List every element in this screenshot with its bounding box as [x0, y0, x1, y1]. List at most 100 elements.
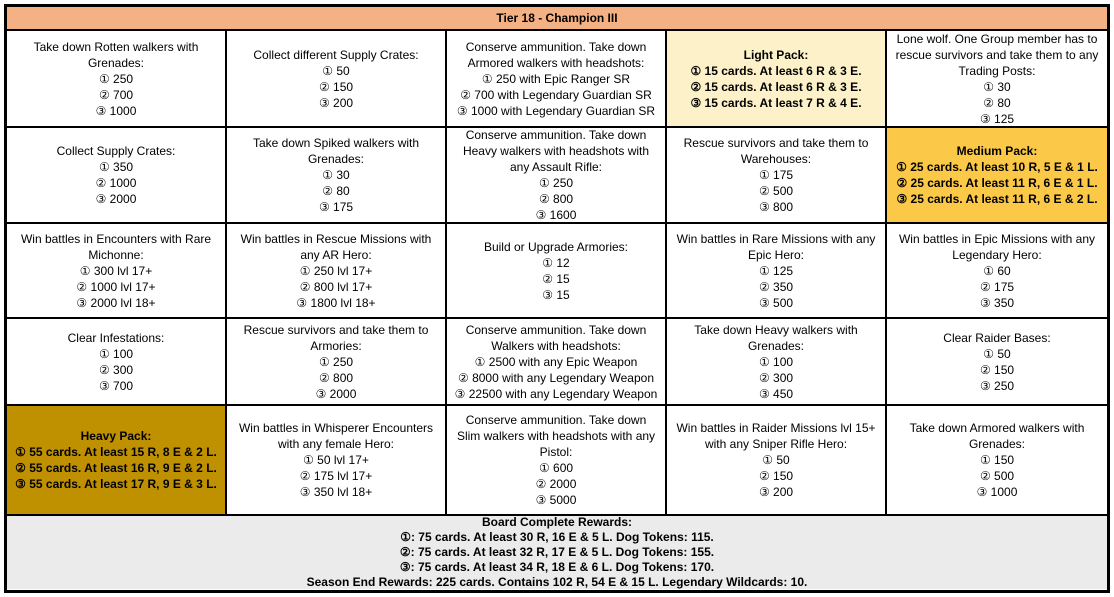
cell-stage-line: ② 8000 with any Legendary Weapon: [457, 370, 654, 385]
cell-stage-line: ① 250 lvl 17+: [299, 263, 373, 278]
cell-title: Light Pack:: [743, 47, 809, 62]
cell-stage-line: ① 50: [322, 63, 350, 78]
mission-cell: Collect Supply Crates: ① 350 ② 1000 ③ 2000: [7, 128, 227, 224]
cell-stage-line: ② 350: [758, 279, 794, 294]
cell-stage-line: ③ 175: [318, 200, 354, 214]
cell-stage-line: ③ 200: [758, 485, 794, 499]
cell-stage-line: ② 80: [983, 95, 1011, 110]
cell-stage-line: ② 1000: [95, 176, 137, 190]
cell-stage-line: ① 30: [983, 79, 1011, 94]
cell-title: Take down Heavy walkers with Grenades:: [694, 322, 858, 353]
mission-cell: Take down Spiked walkers with Grenades: ①…: [227, 128, 447, 224]
cell-stage-line: ③ 1000: [95, 103, 137, 118]
cell-title: Win battles in Encounters with Rare Mich…: [20, 231, 212, 262]
cell-stage-line: ① 25 cards. At least 10 R, 5 E & 1 L.: [896, 160, 1098, 174]
cell-stage-line: ③ 1800 lvl 18+: [296, 295, 376, 310]
cell-stage-line: ① 50: [762, 453, 790, 467]
cell-title: Medium Pack:: [956, 144, 1038, 158]
cell-stage-line: ② 175: [979, 279, 1015, 294]
cell-stage-line: ② 700 with Legendary Guardian SR: [460, 87, 652, 102]
cell-stage-line: ① 12: [542, 255, 570, 270]
season-end-rewards-line: Season End Rewards: 225 cards. Contains …: [306, 575, 808, 589]
cell-stage-line: ③ 200: [318, 95, 354, 110]
cell-stage-line: ① 125: [758, 263, 794, 278]
cell-stage-line: ① 250: [98, 71, 134, 86]
cell-title: Conserve ammunition. Take down Armored w…: [465, 39, 647, 70]
mission-cell: Conserve ammunition. Take down Heavy wal…: [447, 128, 667, 224]
cell-stage-line: ③ 1000 with Legendary Guardian SR: [456, 103, 656, 118]
cell-stage-line: ① 30: [322, 168, 350, 182]
board-table: Tier 18 - Champion III Take down Rotten …: [4, 4, 1110, 593]
cell-title: Lone wolf. One Group member has to rescu…: [895, 31, 1099, 78]
mission-cell: Clear Raider Bases: ① 50 ② 150 ③ 250: [887, 319, 1107, 406]
reward-tier-1-line: ①: 75 cards. At least 30 R, 16 E & 5 L. …: [400, 530, 714, 544]
cell-stage-line: ③ 350 lvl 18+: [299, 485, 373, 499]
medium-pack-cell: Medium Pack: ① 25 cards. At least 10 R, 5…: [887, 128, 1107, 224]
cell-stage-line: ② 500: [758, 184, 794, 198]
mission-cell: Take down Rotten walkers with Grenades: ①…: [7, 31, 227, 128]
cell-title: Clear Raider Bases:: [943, 330, 1051, 345]
cell-stage-line: ③ 2000: [95, 192, 137, 206]
cell-stage-line: ① 55 cards. At least 15 R, 8 E & 2 L.: [15, 445, 217, 459]
heavy-pack-cell: Heavy Pack: ① 55 cards. At least 15 R, 8 …: [7, 406, 227, 516]
mission-grid: Take down Rotten walkers with Grenades: ①…: [7, 31, 1107, 516]
cell-stage-line: ① 175: [758, 168, 794, 182]
cell-title: Build or Upgrade Armories:: [483, 239, 629, 254]
cell-stage-line: ① 300 lvl 17+: [79, 263, 153, 278]
mission-cell: Win battles in Rescue Missions with any …: [227, 224, 447, 319]
cell-stage-line: ③ 22500 with any Legendary Weapon: [454, 386, 658, 401]
reward-tier-2-line: ②: 75 cards. At least 32 R, 17 E & 5 L. …: [399, 545, 715, 559]
cell-stage-line: ② 150: [758, 469, 794, 483]
cell-stage-line: ③ 15 cards. At least 7 R & 4 E.: [690, 95, 862, 110]
cell-title: Heavy Pack:: [80, 429, 152, 443]
cell-title: Win battles in Epic Missions with any Le…: [898, 231, 1096, 262]
cell-stage-line: ③ 55 cards. At least 17 R, 9 E & 3 L.: [15, 477, 217, 491]
cell-stage-line: ② 15: [542, 271, 570, 286]
cell-stage-line: ① 250 with Epic Ranger SR: [481, 71, 631, 86]
mission-cell: Win battles in Whisperer Encounters with…: [227, 406, 447, 516]
cell-stage-line: ① 250: [318, 354, 354, 369]
cell-title: Take down Armored walkers with Grenades:: [909, 421, 1085, 451]
cell-stage-line: ① 150: [979, 453, 1015, 467]
cell-stage-line: ③ 700: [98, 378, 134, 393]
cell-stage-line: ② 80: [322, 184, 350, 198]
cell-title: Win battles in Whisperer Encounters with…: [238, 421, 434, 451]
light-pack-cell: Light Pack: ① 15 cards. At least 6 R & 3 …: [667, 31, 887, 128]
mission-cell: Lone wolf. One Group member has to rescu…: [887, 31, 1107, 128]
cell-title: Conserve ammunition. Take down Heavy wal…: [462, 128, 650, 174]
cell-stage-line: ① 100: [98, 346, 134, 361]
cell-stage-line: ① 2500 with any Epic Weapon: [474, 354, 638, 369]
mission-cell: Win battles in Raider Missions lvl 15+ w…: [667, 406, 887, 516]
cell-title: Rescue survivors and take them to Armori…: [243, 322, 429, 353]
cell-stage-line: ② 800 lvl 17+: [299, 279, 373, 294]
cell-stage-line: ② 55 cards. At least 16 R, 9 E & 2 L.: [15, 461, 217, 475]
cell-stage-line: ③ 125: [979, 111, 1015, 126]
cell-title: Win battles in Rare Missions with any Ep…: [676, 231, 876, 262]
mission-cell: Clear Infestations: ① 100 ② 300 ③ 700: [7, 319, 227, 406]
cell-stage-line: ① 350: [98, 160, 134, 174]
mission-cell: Take down Armored walkers with Grenades:…: [887, 406, 1107, 516]
mission-cell: Take down Heavy walkers with Grenades: ① …: [667, 319, 887, 406]
cell-stage-line: ③ 2000 lvl 18+: [76, 295, 156, 310]
mission-cell: Build or Upgrade Armories: ① 12 ② 15 ③ 15: [447, 224, 667, 319]
mission-cell: Rescue survivors and take them to Armori…: [227, 319, 447, 406]
cell-title: Take down Spiked walkers with Grenades:: [252, 136, 420, 166]
cell-stage-line: ③ 25 cards. At least 11 R, 6 E & 2 L.: [896, 192, 1098, 206]
tier-header: Tier 18 - Champion III: [7, 7, 1107, 31]
cell-title: Collect Supply Crates:: [56, 144, 176, 158]
cell-stage-line: ② 150: [979, 362, 1015, 377]
cell-title: Win battles in Rescue Missions with any …: [240, 231, 432, 262]
cell-stage-line: ① 50 lvl 17+: [303, 453, 369, 467]
cell-stage-line: ② 700: [98, 87, 134, 102]
cell-stage-line: ③ 500: [758, 295, 794, 310]
cell-stage-line: ③ 15: [542, 287, 570, 302]
cell-title: Collect different Supply Crates:: [253, 47, 419, 62]
cell-title: Conserve ammunition. Take down Walkers w…: [465, 322, 647, 353]
board-complete-rewards-heading: Board Complete Rewards:: [481, 515, 633, 529]
cell-title: Clear Infestations:: [67, 330, 165, 345]
cell-stage-line: ② 800: [538, 192, 574, 206]
cell-stage-line: ② 1000 lvl 17+: [76, 279, 156, 294]
reward-tier-3-line: ③: 75 cards. At least 34 R, 18 E & 6 L. …: [399, 560, 715, 574]
cell-stage-line: ③ 1000: [976, 485, 1018, 499]
cell-stage-line: ③ 800: [758, 200, 794, 214]
